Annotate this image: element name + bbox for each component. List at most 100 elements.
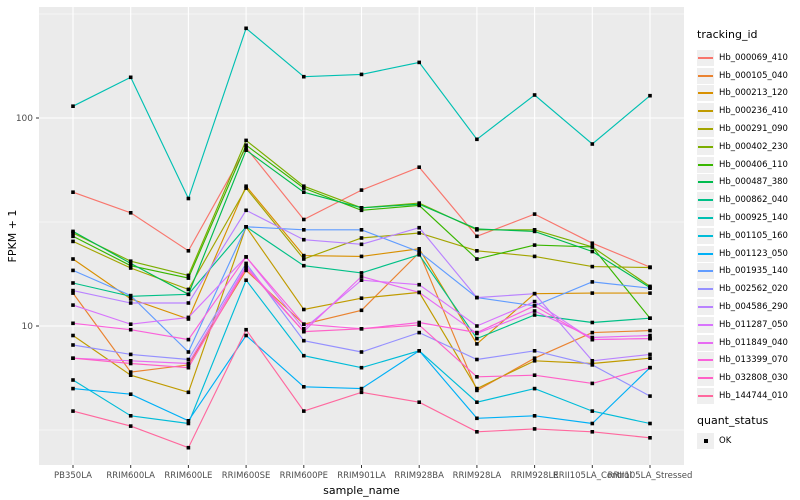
data-point xyxy=(244,255,248,259)
data-point xyxy=(475,257,479,261)
legend-item: Hb_000406_110 xyxy=(697,156,799,174)
data-point xyxy=(532,93,537,97)
data-point xyxy=(128,75,133,80)
legend-key-line-icon xyxy=(698,217,713,220)
x-tick-label: RRIM928LA xyxy=(453,471,502,481)
data-point xyxy=(302,322,306,326)
data-point xyxy=(186,350,191,354)
legend-key-line-icon xyxy=(698,395,713,398)
x-tick-label: RRIM600LA xyxy=(106,471,155,481)
legend-key-swatch xyxy=(697,227,714,244)
data-point xyxy=(186,445,191,450)
legend-key-swatch xyxy=(697,370,714,387)
legend-key-swatch xyxy=(697,103,714,120)
data-point xyxy=(475,416,479,421)
legend-item-label: Hb_001105_160 xyxy=(719,230,788,241)
data-point xyxy=(475,400,479,404)
data-point xyxy=(417,400,421,404)
data-point xyxy=(532,356,537,360)
legend-key-swatch xyxy=(697,138,714,155)
data-point xyxy=(648,352,652,357)
legend-key-line-icon xyxy=(698,92,713,95)
legend-key-swatch xyxy=(697,334,714,351)
data-point xyxy=(359,327,364,331)
legend-item: Hb_000105_040 xyxy=(697,67,799,85)
legend-key-line-icon xyxy=(698,359,713,362)
data-point xyxy=(417,290,421,295)
data-point xyxy=(648,421,652,426)
data-point xyxy=(359,278,364,282)
data-point xyxy=(71,104,75,108)
legend-item: Hb_001935_140 xyxy=(697,263,799,281)
data-point xyxy=(532,427,537,431)
data-point xyxy=(359,365,364,370)
data-point xyxy=(244,268,248,273)
legend-key-swatch xyxy=(697,85,714,102)
data-point xyxy=(475,249,479,253)
data-point xyxy=(417,323,421,327)
data-point xyxy=(128,261,133,266)
legend-key-swatch xyxy=(697,121,714,138)
legend-key-line-icon xyxy=(698,306,713,309)
data-point xyxy=(648,286,652,290)
data-point xyxy=(128,373,133,377)
legend-key-swatch xyxy=(697,210,714,227)
data-point xyxy=(186,196,191,201)
data-point xyxy=(302,228,306,232)
data-point xyxy=(244,264,248,268)
data-point xyxy=(359,228,364,232)
data-point xyxy=(359,208,364,213)
legend-item-label: Hb_000291_090 xyxy=(719,124,788,135)
data-point xyxy=(590,430,595,434)
legend-item: Hb_000402_230 xyxy=(697,138,799,156)
data-point xyxy=(475,375,479,379)
data-point xyxy=(302,190,306,194)
legend-item-label: Hb_001935_140 xyxy=(719,266,788,277)
data-point xyxy=(128,293,133,298)
data-point xyxy=(648,328,652,333)
data-point xyxy=(590,245,595,249)
data-point xyxy=(302,257,306,261)
data-point xyxy=(186,337,191,342)
data-point xyxy=(590,363,595,367)
data-point xyxy=(71,234,75,239)
data-point xyxy=(186,276,191,280)
data-point xyxy=(417,165,421,169)
quant-status-label: OK xyxy=(719,436,732,447)
data-point xyxy=(186,273,191,278)
data-point xyxy=(359,350,364,354)
data-point xyxy=(475,227,479,231)
data-point xyxy=(532,386,537,391)
legend-key-line-icon xyxy=(698,252,713,255)
data-point xyxy=(302,186,306,190)
data-point xyxy=(186,315,191,320)
data-point xyxy=(532,373,537,377)
legend-item-label: Hb_013399_070 xyxy=(719,355,788,366)
legend-item: Hb_000487_380 xyxy=(697,174,799,192)
legend-item-label: Hb_144744_010 xyxy=(719,391,788,402)
data-point xyxy=(71,229,75,234)
y-tick-label: 10 xyxy=(22,322,34,332)
data-point xyxy=(302,263,306,268)
data-point xyxy=(475,342,479,346)
x-tick-label: RRII105LA_Stressed xyxy=(608,471,693,481)
legend-item-label: Hb_011287_050 xyxy=(719,319,788,330)
legend-key-line-icon xyxy=(698,288,713,291)
data-point xyxy=(302,353,306,358)
data-point xyxy=(128,327,133,332)
legend-item: Hb_011287_050 xyxy=(697,316,799,334)
data-point xyxy=(417,60,421,65)
legend-item: Hb_000291_090 xyxy=(697,120,799,138)
data-point xyxy=(302,74,306,79)
data-point xyxy=(590,381,595,386)
legend-item: Hb_002562_020 xyxy=(697,280,799,298)
data-point xyxy=(128,211,133,215)
legend-item: Hb_144744_010 xyxy=(697,387,799,405)
data-point xyxy=(244,186,248,190)
legend-key-line-icon xyxy=(698,341,713,344)
data-point xyxy=(532,254,537,259)
y-tick-label: 100 xyxy=(16,114,33,124)
data-point xyxy=(648,436,652,440)
data-point xyxy=(244,184,248,188)
